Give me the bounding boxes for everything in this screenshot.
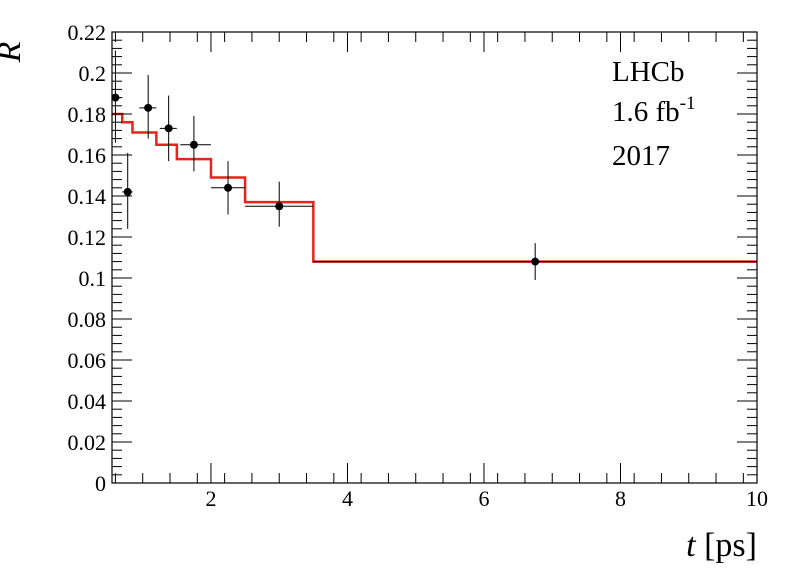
y-tick-label: 0.14: [68, 184, 107, 209]
y-tick-label: 0.12: [68, 225, 107, 250]
x-axis-unit: [ps]: [696, 527, 757, 564]
data-point: [122, 152, 133, 229]
data-point: [245, 181, 314, 227]
x-tick-labels-group: 2 4 6 8 10: [205, 486, 768, 511]
x-tick-label: 4: [342, 486, 353, 511]
data-point: [111, 50, 123, 143]
data-point: [180, 116, 211, 172]
y-tick-label: 0.1: [79, 266, 107, 291]
data-marker: [531, 257, 540, 266]
x-tick-label: 6: [478, 486, 489, 511]
y-tick-label: 0.04: [68, 389, 107, 414]
y-tick-label: 0: [95, 471, 106, 496]
luminosity-label: 1.6 fb-1: [612, 93, 696, 128]
data-marker: [144, 103, 153, 112]
data-marker: [189, 140, 198, 149]
data-marker: [275, 202, 284, 211]
data-point: [139, 75, 157, 139]
data-point: [210, 161, 246, 215]
x-tick-label: 10: [746, 486, 768, 511]
experiment-label: LHCb: [612, 56, 685, 88]
y-tick-label: 0.08: [68, 307, 107, 332]
y-tick-label: 0.22: [68, 20, 107, 45]
data-point: [313, 243, 757, 281]
axis-ticks-group: [112, 31, 758, 484]
luminosity-exponent: -1: [680, 93, 696, 114]
x-tick-label: 2: [205, 486, 216, 511]
y-tick-label: 0.2: [79, 61, 107, 86]
fit-step-line: [112, 112, 757, 263]
data-points-group: [111, 50, 757, 281]
data-marker: [224, 183, 233, 192]
data-marker: [123, 187, 132, 196]
luminosity-value: 1.6 fb: [612, 96, 680, 128]
y-tick-labels-group: 0 0.02 0.04 0.06 0.08 0.1 0.12 0.14 0.16 0.18 0.2 0…: [68, 20, 107, 496]
y-axis-label: R: [0, 41, 28, 63]
x-axis-variable: t: [686, 527, 697, 564]
x-tick-label: 8: [615, 486, 626, 511]
y-tick-label: 0.06: [68, 348, 107, 373]
year-label: 2017: [612, 140, 670, 172]
y-tick-label: 0.02: [68, 430, 107, 455]
data-point: [159, 95, 177, 162]
data-marker: [164, 124, 173, 133]
y-tick-label: 0.16: [68, 143, 107, 168]
plot-frame: [111, 31, 758, 484]
fit-curve-group: [112, 112, 757, 263]
x-axis-label: t [ps]: [686, 527, 757, 564]
y-tick-label: 0.18: [68, 102, 107, 127]
